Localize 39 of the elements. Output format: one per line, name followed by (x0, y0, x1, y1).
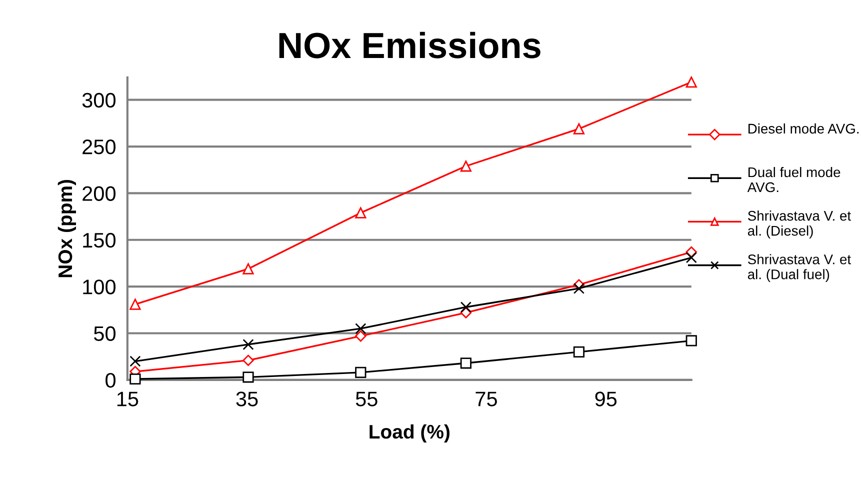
y-tick-label: 200 (82, 186, 116, 201)
legend-label: Dual fuel mode AVG. (747, 166, 840, 192)
y-tick-label: 250 (82, 140, 116, 154)
point (130, 298, 141, 310)
x-tick-label: 55 (356, 392, 378, 406)
point (130, 356, 141, 367)
point (686, 335, 697, 346)
point (573, 123, 585, 134)
legend-label: Diesel mode AVG. (748, 123, 859, 134)
x-tick-label: 95 (595, 392, 617, 406)
point (242, 354, 254, 366)
y-tick-label: 300 (82, 92, 116, 108)
x-axis-title: Load (%) (370, 424, 450, 442)
legend-label: Shrivastava V. et al. (Dual fuel) (748, 254, 851, 282)
point (242, 372, 254, 383)
y-tick-label: 100 (83, 280, 116, 294)
point (242, 338, 254, 350)
point (460, 302, 472, 313)
point (242, 263, 254, 274)
point (355, 330, 366, 342)
point (460, 358, 472, 369)
x-tick-label: 75 (476, 392, 497, 406)
point (573, 346, 585, 358)
x-tick-label: 35 (236, 392, 258, 406)
point (130, 373, 141, 385)
point (460, 160, 472, 172)
point (573, 282, 585, 294)
x-tick-label: 15 (117, 392, 138, 406)
point (355, 207, 366, 218)
point (355, 366, 366, 378)
point (355, 323, 366, 334)
point (686, 252, 697, 264)
point (686, 76, 697, 88)
chart-title: NOx Emissions (279, 32, 540, 58)
y-tick-label: 50 (94, 326, 116, 342)
y-tick-label: 0 (106, 372, 116, 388)
legend-label: Shrivastava V. et al. (Diesel) (748, 210, 851, 238)
y-tick-label: 150 (83, 232, 116, 248)
y-axis-title: NOx (ppm) (58, 180, 76, 278)
